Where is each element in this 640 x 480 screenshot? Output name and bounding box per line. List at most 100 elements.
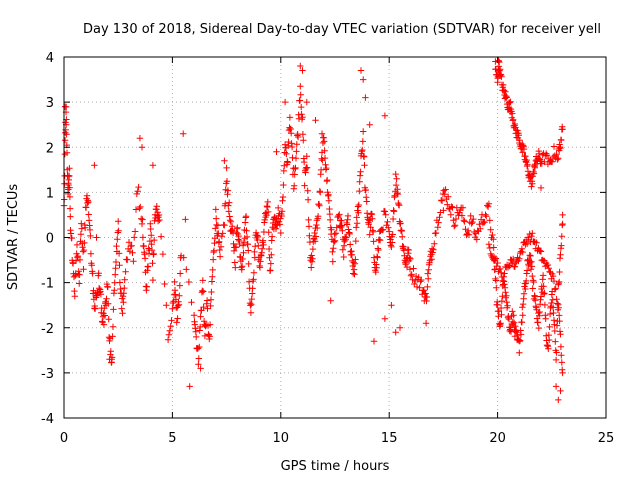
data-point bbox=[148, 232, 155, 239]
data-point bbox=[503, 298, 510, 306]
data-point bbox=[330, 245, 337, 252]
data-point bbox=[552, 383, 560, 390]
data-point bbox=[430, 246, 437, 253]
data-point bbox=[497, 304, 505, 312]
data-point bbox=[122, 268, 129, 275]
data-point bbox=[299, 131, 307, 138]
data-point bbox=[520, 145, 528, 153]
data-point bbox=[254, 233, 261, 240]
data-point bbox=[288, 130, 295, 137]
data-point bbox=[63, 149, 71, 156]
data-point bbox=[221, 222, 228, 229]
data-point bbox=[352, 237, 359, 245]
data-point bbox=[417, 278, 424, 285]
data-point bbox=[428, 256, 435, 263]
data-point bbox=[452, 215, 460, 223]
data-point bbox=[301, 158, 308, 166]
data-point bbox=[517, 331, 525, 338]
data-point bbox=[507, 98, 514, 105]
data-point bbox=[509, 110, 516, 117]
data-point bbox=[325, 197, 333, 204]
data-point bbox=[470, 215, 477, 223]
data-point bbox=[66, 165, 73, 172]
data-point bbox=[518, 245, 526, 252]
data-point bbox=[333, 224, 340, 231]
data-point bbox=[558, 352, 565, 359]
data-point bbox=[549, 272, 557, 280]
data-point bbox=[361, 162, 368, 169]
data-point bbox=[500, 81, 507, 89]
data-point bbox=[131, 228, 139, 235]
data-point bbox=[272, 225, 280, 232]
data-point bbox=[206, 333, 213, 340]
chart-title: Day 130 of 2018, Sidereal Day-to-day VTE… bbox=[83, 22, 601, 37]
data-point bbox=[115, 227, 122, 234]
data-point bbox=[442, 186, 449, 193]
data-point bbox=[553, 151, 560, 158]
data-point bbox=[366, 217, 373, 224]
data-point bbox=[546, 323, 553, 331]
data-point bbox=[110, 306, 117, 313]
data-point bbox=[223, 164, 230, 172]
data-point bbox=[197, 323, 204, 331]
data-point bbox=[516, 255, 523, 262]
data-point bbox=[346, 230, 353, 238]
data-point bbox=[294, 133, 302, 141]
data-point bbox=[209, 266, 216, 274]
data-point bbox=[352, 256, 359, 263]
data-point bbox=[67, 213, 74, 220]
data-point bbox=[458, 212, 466, 219]
data-point bbox=[118, 305, 125, 312]
data-point bbox=[362, 186, 369, 194]
data-point bbox=[436, 214, 443, 221]
data-point bbox=[265, 208, 272, 216]
data-point bbox=[239, 242, 247, 249]
data-point bbox=[148, 246, 156, 254]
data-point bbox=[381, 208, 389, 215]
data-point bbox=[484, 203, 492, 210]
data-point bbox=[509, 308, 516, 315]
data-point bbox=[370, 338, 378, 345]
data-point bbox=[134, 188, 141, 195]
data-point bbox=[311, 238, 319, 245]
data-point bbox=[357, 168, 364, 175]
data-point bbox=[148, 241, 155, 248]
data-point bbox=[550, 143, 558, 150]
data-point bbox=[559, 211, 566, 219]
data-point bbox=[460, 217, 467, 224]
data-point bbox=[541, 301, 549, 309]
data-point bbox=[291, 171, 298, 178]
data-point bbox=[183, 266, 190, 273]
data-point bbox=[240, 249, 247, 256]
data-point bbox=[226, 199, 233, 206]
data-point bbox=[558, 242, 565, 249]
data-point bbox=[558, 136, 565, 144]
data-point bbox=[530, 278, 537, 286]
data-point bbox=[121, 284, 128, 292]
data-point bbox=[503, 94, 510, 101]
data-point bbox=[171, 278, 178, 286]
data-point bbox=[356, 187, 363, 195]
data-point bbox=[539, 272, 547, 279]
data-point bbox=[389, 239, 396, 246]
data-point bbox=[308, 252, 315, 259]
data-point bbox=[109, 333, 116, 340]
data-point bbox=[506, 99, 513, 106]
data-point bbox=[406, 254, 413, 262]
data-point bbox=[318, 155, 325, 162]
data-point bbox=[317, 189, 324, 196]
data-point bbox=[260, 241, 267, 249]
data-point bbox=[411, 280, 418, 288]
data-point bbox=[545, 345, 552, 352]
data-point bbox=[392, 329, 399, 336]
data-point bbox=[190, 312, 198, 319]
data-point bbox=[206, 321, 214, 328]
data-point bbox=[423, 293, 431, 301]
data-point bbox=[385, 224, 392, 231]
data-point bbox=[66, 184, 73, 191]
data-point bbox=[550, 309, 557, 317]
data-point bbox=[556, 278, 563, 286]
data-point bbox=[285, 138, 292, 146]
data-point bbox=[353, 220, 361, 227]
data-point bbox=[492, 255, 500, 262]
